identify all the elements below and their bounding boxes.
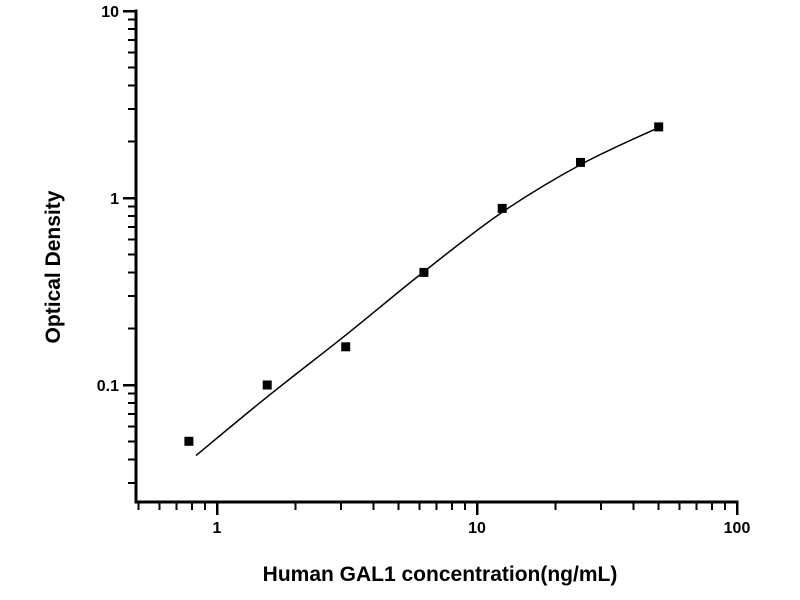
x-tick-label: 100 bbox=[724, 520, 751, 537]
data-point-marker bbox=[184, 436, 194, 446]
y-tick-label: 1 bbox=[110, 191, 119, 208]
fit-curve-group bbox=[195, 126, 661, 457]
ticks-group bbox=[123, 9, 739, 515]
data-point-marker bbox=[576, 157, 585, 167]
data-point-marker bbox=[419, 267, 429, 277]
fit-curve bbox=[195, 126, 661, 457]
data-point-marker bbox=[654, 122, 664, 132]
x-tick-label: 1 bbox=[213, 520, 222, 537]
x-tick-label: 10 bbox=[468, 520, 486, 537]
data-points-group bbox=[184, 122, 664, 446]
data-point-marker bbox=[341, 342, 351, 352]
data-point-marker bbox=[262, 380, 272, 390]
x-axis-title: Human GAL1 concentration(ng/mL) bbox=[263, 563, 618, 586]
axes-group bbox=[134, 9, 739, 504]
y-axis-title: Optical Density bbox=[42, 190, 65, 343]
y-tick-label: 10 bbox=[101, 4, 119, 21]
y-tick-label: 0.1 bbox=[97, 378, 119, 395]
tick-labels-group: 1 10 100 10 1 0.1 bbox=[97, 4, 751, 537]
data-point-marker bbox=[497, 203, 507, 213]
